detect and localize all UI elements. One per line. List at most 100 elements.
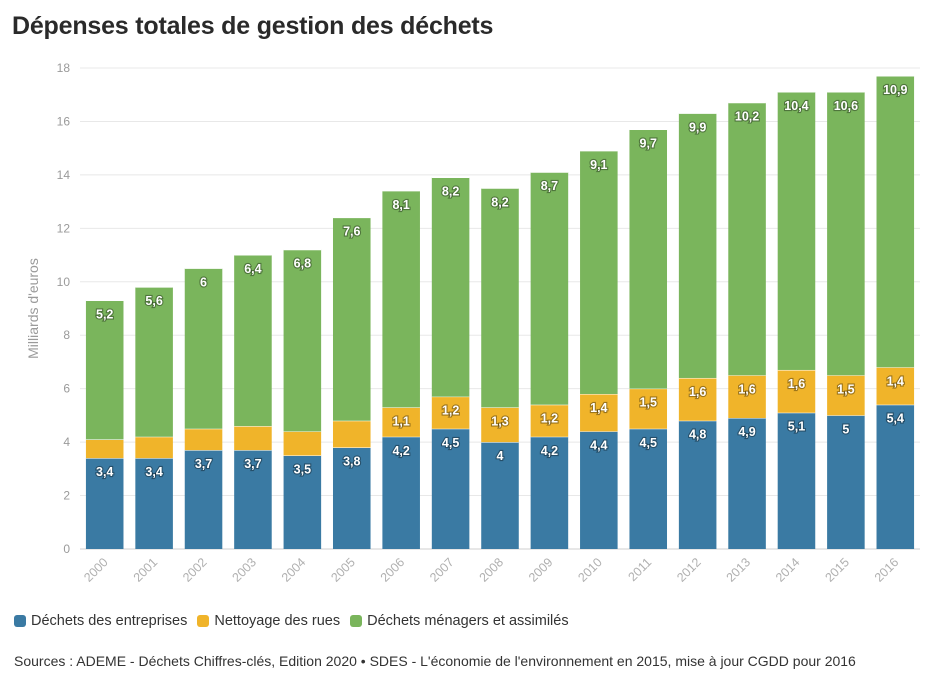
source-note: Sources : ADEME - Déchets Chiffres-clés,… (14, 653, 856, 669)
bar-segment (382, 436, 420, 549)
data-label: 4,2 (541, 444, 558, 458)
data-label: 9,9 (689, 120, 706, 134)
bar-segment (827, 415, 865, 549)
bar-segment (135, 436, 173, 459)
bar-segment (481, 407, 519, 443)
data-label: 9,1 (590, 158, 607, 172)
x-tick-label: 2000 (81, 555, 111, 585)
x-tick-label: 2003 (229, 555, 259, 585)
bar-segment (580, 431, 618, 549)
data-label: 5,2 (96, 307, 113, 321)
bar-segment (728, 375, 766, 419)
y-axis-title: Milliards d'euros (25, 258, 41, 359)
bar-segment (234, 255, 272, 427)
bar-segment (184, 268, 223, 429)
bar-segment (234, 426, 272, 451)
x-tick-label: 2007 (427, 555, 457, 585)
y-tick-label: 16 (57, 114, 71, 128)
data-label: 6,4 (244, 262, 261, 276)
data-label: 8,1 (392, 198, 409, 212)
bar-segment (629, 129, 668, 389)
bar-segment (431, 396, 470, 429)
y-tick-label: 18 (57, 61, 71, 75)
data-label: 10,6 (834, 99, 858, 113)
bar-segment (234, 450, 272, 549)
legend-label-nettoyage: Nettoyage des rues (214, 613, 341, 629)
x-tick-label: 2004 (279, 555, 309, 585)
data-label: 1,5 (837, 382, 854, 396)
data-label: 4,9 (738, 425, 755, 439)
x-tick-label: 2014 (773, 555, 803, 585)
x-tick-label: 2009 (526, 555, 556, 585)
data-label: 1,4 (887, 374, 904, 388)
y-tick-label: 4 (63, 435, 70, 449)
data-label: 8,2 (491, 195, 508, 209)
bar-segment (827, 92, 865, 376)
bar-segment (184, 450, 223, 549)
bar-segment (827, 375, 865, 416)
bar-segment (530, 404, 569, 437)
data-label: 5,6 (145, 294, 162, 308)
data-label: 1,3 (491, 414, 508, 428)
y-tick-label: 0 (63, 542, 70, 556)
y-tick-label: 8 (63, 328, 70, 342)
data-label: 1,5 (640, 396, 657, 410)
x-tick-label: 2015 (822, 555, 852, 585)
data-label: 10,4 (784, 99, 808, 113)
bar-segment (85, 439, 124, 459)
data-label: 1,6 (788, 377, 805, 391)
data-label: 4 (497, 449, 504, 463)
bar-segment (777, 92, 816, 370)
data-label: 1,2 (541, 412, 558, 426)
bar-segment (382, 190, 420, 408)
bar-segment (332, 420, 371, 448)
legend-item-entreprises[interactable]: Déchets des entreprises (14, 613, 187, 629)
data-label: 9,7 (640, 136, 657, 150)
bar-segment (85, 300, 124, 440)
bar-segment (382, 407, 420, 437)
bar-segment (777, 412, 816, 549)
legend-item-menagers[interactable]: Déchets ménagers et assimilés (350, 613, 569, 629)
y-tick-label: 12 (57, 221, 71, 235)
data-label: 4,2 (392, 444, 409, 458)
x-tick-label: 2005 (328, 555, 358, 585)
legend-label-menagers: Déchets ménagers et assimilés (367, 613, 569, 629)
x-tick-label: 2002 (180, 555, 210, 585)
data-label: 10,2 (735, 110, 759, 124)
y-tick-label: 10 (57, 275, 71, 289)
bar-segment (332, 217, 371, 421)
bar-segment (876, 367, 915, 405)
legend-swatch-entreprises (14, 615, 26, 627)
data-label: 6 (200, 275, 207, 289)
legend-swatch-menagers (350, 615, 363, 627)
data-label: 3,4 (96, 465, 113, 479)
bar-segment (283, 249, 322, 432)
bar-segment (135, 458, 173, 549)
data-label: 8,7 (541, 179, 558, 193)
data-label: 1,2 (442, 404, 459, 418)
bar-segment (728, 418, 766, 549)
legend: Déchets des entreprises Nettoyage des ru… (14, 613, 579, 629)
data-label: 3,5 (294, 462, 311, 476)
data-label: 4,5 (442, 436, 459, 450)
x-tick-label: 2010 (575, 555, 605, 585)
data-label: 3,8 (343, 454, 360, 468)
data-label: 4,4 (590, 438, 607, 452)
data-label: 5 (842, 422, 849, 436)
data-label: 4,5 (640, 436, 657, 450)
bar-segment (332, 447, 371, 549)
bar-segment (728, 102, 766, 376)
bar-segment (431, 177, 470, 397)
x-tick-label: 2013 (724, 555, 754, 585)
y-tick-label: 6 (63, 382, 70, 396)
bar-segment (85, 458, 124, 549)
data-label: 5,4 (887, 412, 904, 426)
bar-segment (481, 442, 519, 549)
bar-segment (678, 420, 717, 549)
legend-item-nettoyage[interactable]: Nettoyage des rues (197, 613, 340, 629)
bar-segment (184, 428, 223, 451)
data-label: 1,4 (590, 401, 607, 415)
bar-segment (283, 455, 322, 549)
bar-segment (876, 404, 915, 549)
x-tick-label: 2008 (477, 555, 507, 585)
